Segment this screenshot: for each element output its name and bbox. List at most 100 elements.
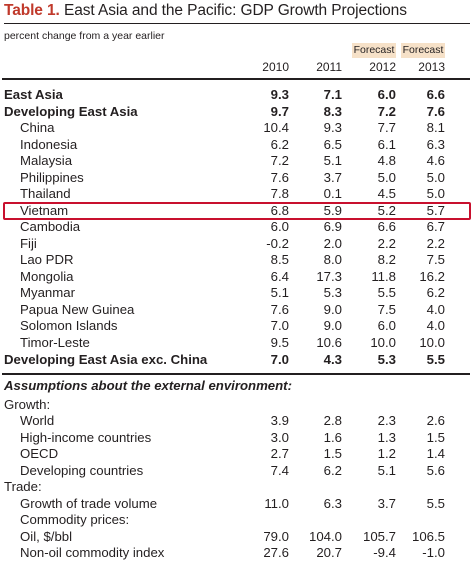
cell-2013: 5.6 <box>426 463 445 478</box>
row-label: Developing East Asia exc. China <box>4 352 208 367</box>
cell-2011: 2.8 <box>323 413 342 428</box>
cell-2012: 11.8 <box>371 269 396 284</box>
cell-2011: 6.5 <box>323 137 342 152</box>
cell-2011: 10.6 <box>316 335 342 350</box>
cell-2011: 6.2 <box>323 463 342 478</box>
cell-2012: 8.2 <box>377 252 396 267</box>
cell-2013: 7.5 <box>426 252 445 267</box>
table-row: Philippines 7.6 3.7 5.0 5.0 <box>0 169 474 186</box>
row-label: China <box>20 120 55 135</box>
table-title-text: East Asia and the Pacific: GDP Growth Pr… <box>59 2 407 19</box>
cell-2011: 3.7 <box>323 170 342 185</box>
cell-2010: 79.0 <box>263 529 289 544</box>
table-row: Fiji -0.2 2.0 2.2 2.2 <box>0 235 474 252</box>
row-label: Non-oil commodity index <box>20 545 165 560</box>
cell-2012: 6.6 <box>377 219 396 234</box>
title-rule <box>4 23 470 24</box>
table-row: Timor-Leste 9.5 10.6 10.0 10.0 <box>0 334 474 351</box>
cell-2010: 10.4 <box>263 120 289 135</box>
row-label: High-income countries <box>20 430 152 445</box>
row-label: Timor-Leste <box>20 335 90 350</box>
cell-2010: 6.2 <box>270 137 289 152</box>
row-label: Philippines <box>20 170 84 185</box>
table-row: Developing East Asia exc. China 7.0 4.3 5.3… <box>0 351 474 368</box>
cell-2010: 7.2 <box>270 153 289 168</box>
cell-2012: 1.2 <box>377 446 396 461</box>
row-label: OECD <box>20 446 59 461</box>
table-row: Trade: <box>0 478 474 495</box>
forecast-header-2013: Forecast <box>401 43 445 58</box>
row-label: Growth of trade volume <box>20 496 158 511</box>
cell-2013: 1.5 <box>426 430 445 445</box>
cell-2011: 104.0 <box>308 529 342 544</box>
cell-2010: 6.8 <box>270 203 289 218</box>
cell-2012: 4.8 <box>377 153 396 168</box>
cell-2013: 6.7 <box>426 219 445 234</box>
table-row: Non-oil commodity index 27.6 20.7 -9.4 -1.0 <box>0 544 474 561</box>
cell-2010: 9.5 <box>270 335 289 350</box>
cell-2011: 7.1 <box>323 87 342 102</box>
row-label: Mongolia <box>20 269 74 284</box>
table-row: Developing countries 7.4 6.2 5.1 5.6 <box>0 462 474 479</box>
cell-2011: 5.3 <box>323 285 342 300</box>
cell-2010: 6.0 <box>270 219 289 234</box>
cell-2011: 20.7 <box>316 545 342 560</box>
cell-2011: 8.0 <box>323 252 342 267</box>
table-row: Growth: <box>0 396 474 413</box>
cell-2011: 2.0 <box>323 236 342 251</box>
row-label: Myanmar <box>20 285 75 300</box>
table-row: Developing East Asia 9.7 8.3 7.2 7.6 <box>0 103 474 120</box>
cell-2012: 6.1 <box>377 137 396 152</box>
cell-2013: 10.0 <box>419 335 445 350</box>
cell-2013: 1.4 <box>426 446 445 461</box>
cell-2010: 5.1 <box>270 285 289 300</box>
table-row: OECD 2.7 1.5 1.2 1.4 <box>0 445 474 462</box>
row-label: Oil, $/bbl <box>20 529 73 544</box>
table-row: China 10.4 9.3 7.7 8.1 <box>0 119 474 136</box>
cell-2011: 6.9 <box>323 219 342 234</box>
year-header-2013: 2013 <box>418 60 445 74</box>
cell-2010: 11.0 <box>264 496 289 511</box>
table-row: Mongolia 6.4 17.3 11.8 16.2 <box>0 268 474 285</box>
row-label: Solomon Islands <box>20 318 118 333</box>
cell-2010: 27.6 <box>263 545 289 560</box>
table-row: High-income countries 3.0 1.6 1.3 1.5 <box>0 429 474 446</box>
cell-2011: 17.3 <box>316 269 342 284</box>
cell-2012: 7.5 <box>377 302 396 317</box>
cell-2013: 5.5 <box>426 496 445 511</box>
header-rule <box>2 78 470 80</box>
cell-2012: 10.0 <box>370 335 396 350</box>
table-row: Cambodia 6.0 6.9 6.6 6.7 <box>0 218 474 235</box>
cell-2011: 6.3 <box>323 496 342 511</box>
cell-2013: 6.6 <box>426 87 445 102</box>
row-label: Cambodia <box>20 219 81 234</box>
cell-2013: 5.5 <box>426 352 445 367</box>
cell-2013: 2.6 <box>426 413 445 428</box>
section-rule <box>2 373 470 375</box>
table-row: Papua New Guinea 7.6 9.0 7.5 4.0 <box>0 301 474 318</box>
cell-2012: 7.7 <box>377 120 396 135</box>
cell-2013: 4.0 <box>426 318 445 333</box>
units-subtitle: percent change from a year earlier <box>4 30 165 42</box>
table-row: World 3.9 2.8 2.3 2.6 <box>0 412 474 429</box>
cell-2010: 7.0 <box>270 318 289 333</box>
cell-2012: 2.3 <box>377 413 396 428</box>
table-row: Growth of trade volume 11.0 6.3 3.7 5.5 <box>0 495 474 512</box>
cell-2011: 9.3 <box>323 120 342 135</box>
table-title: Table 1. East Asia and the Pacific: GDP … <box>4 2 470 24</box>
cell-2010: 7.4 <box>270 463 289 478</box>
cell-2011: 5.1 <box>323 153 342 168</box>
cell-2013: 5.0 <box>426 186 445 201</box>
cell-2012: 5.5 <box>377 285 396 300</box>
cell-2013: 106.5 <box>411 529 445 544</box>
cell-2011: 9.0 <box>323 302 342 317</box>
cell-2013: 4.0 <box>426 302 445 317</box>
cell-2012: 3.7 <box>377 496 396 511</box>
cell-2013: 6.2 <box>426 285 445 300</box>
row-label: World <box>20 413 55 428</box>
cell-2012: 6.0 <box>377 318 396 333</box>
cell-2013: 2.2 <box>426 236 445 251</box>
cell-2013: 5.0 <box>426 170 445 185</box>
row-label: Trade: <box>4 479 42 494</box>
table-row: Commodity prices: <box>0 511 474 528</box>
